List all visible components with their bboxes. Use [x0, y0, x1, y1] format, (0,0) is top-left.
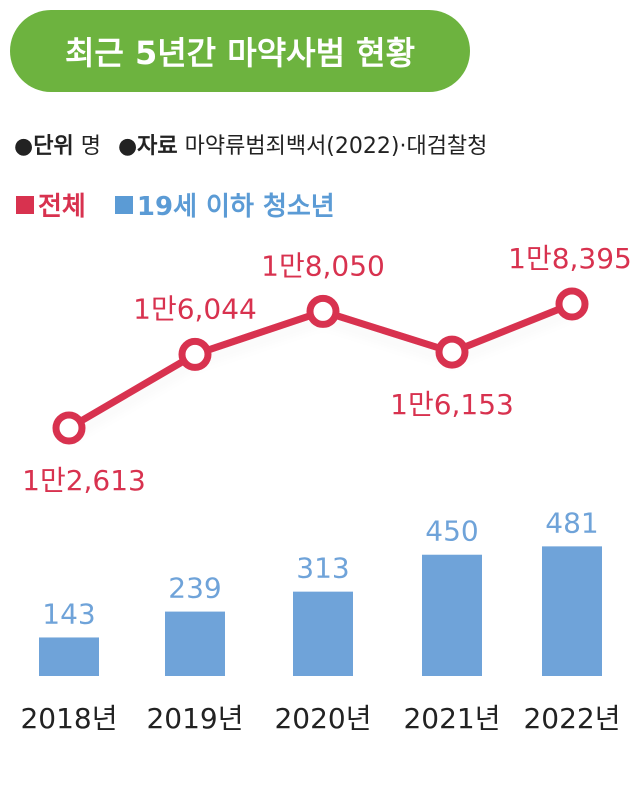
x-tick-label-2018년: 2018년 [20, 702, 117, 735]
legend-item-youth: 19세 이하 청소년 [114, 186, 335, 223]
legend-label-youth: 19세 이하 청소년 [136, 192, 335, 222]
x-tick-label-2019년: 2019년 [146, 702, 243, 735]
bar-label-2021년: 450 [425, 515, 478, 548]
bar-series: 143 239 313 450 481 [39, 506, 602, 676]
line-label-2019년: 1만6,044 [133, 292, 257, 325]
bar-2021년 [422, 554, 482, 676]
line-label-2021년: 1만6,153 [390, 388, 514, 421]
x-tick-label-2021년: 2021년 [403, 702, 500, 735]
unit-value: 명 [80, 134, 101, 159]
legend-label-total: 전체 [38, 192, 86, 222]
x-tick-label-2020년: 2020년 [274, 702, 371, 735]
meta-row: ●단위 명 ●자료 마약류범죄백서(2022)·대검찰청 [14, 128, 497, 160]
unit-key: 단위 [33, 134, 74, 159]
bullet-icon: ● [14, 134, 34, 159]
line-point-2018년 [52, 411, 86, 445]
line-label-2022년: 1만8,395 [508, 242, 632, 275]
bar-2022년 [542, 546, 602, 676]
bar-label-2020년: 313 [296, 552, 349, 585]
legend: 전체 19세 이하 청소년 [16, 186, 355, 223]
title-banner: 최근 5년간 마약사범 현황 [10, 10, 470, 92]
line-point-2019년 [178, 337, 212, 371]
bar-2020년 [293, 591, 353, 676]
source-value: 마약류범죄백서(2022)·대검찰청 [184, 134, 488, 159]
line-point-2020년 [306, 294, 340, 328]
legend-swatch-youth [114, 195, 133, 214]
legend-item-total: 전체 [16, 186, 86, 223]
bar-label-2018년: 143 [42, 597, 95, 630]
x-tick-label-2022년: 2022년 [523, 702, 620, 735]
legend-swatch-total [16, 195, 34, 214]
bullet-icon: ● [117, 134, 138, 159]
bar-label-2019년: 239 [168, 572, 221, 605]
bar-2018년 [39, 637, 99, 676]
line-point-2022년 [555, 287, 589, 321]
line-label-2018년: 1만2,613 [22, 464, 146, 497]
line-point-2021년 [435, 335, 469, 369]
bar-2019년 [165, 611, 225, 676]
chart-title: 최근 5년간 마약사범 현황 [64, 34, 416, 72]
line-label-2020년: 1만8,050 [261, 249, 385, 282]
x-axis: 2018년 2019년 2020년 2021년 2022년 [20, 702, 620, 735]
source-key: 자료 [137, 134, 178, 159]
bar-label-2022년: 481 [545, 506, 598, 539]
